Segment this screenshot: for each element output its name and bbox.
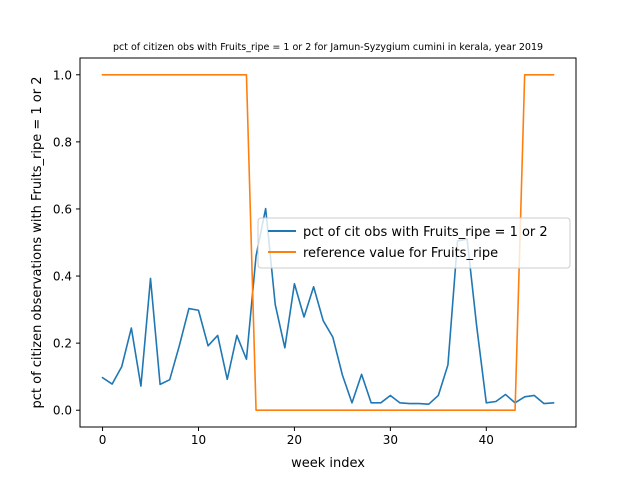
y-tick-label: 0.6	[53, 202, 72, 216]
y-axis-label: pct of citizen observations with Fruits_…	[30, 76, 45, 408]
x-axis-label: week index	[291, 456, 365, 471]
series-line-2	[101, 73, 555, 412]
y-tick-label: 0.0	[53, 404, 72, 418]
legend-label-series-2: reference value for Fruits_ripe	[303, 246, 498, 261]
x-tick-label: 20	[287, 433, 302, 447]
y-tick-label: 0.8	[53, 135, 72, 149]
x-axis: 0 10 20 30 40	[99, 427, 494, 447]
plot-frame	[79, 57, 577, 428]
x-tick-label: 0	[99, 433, 107, 447]
y-tick-label: 1.0	[53, 68, 72, 82]
x-tick-label: 10	[191, 433, 206, 447]
legend: pct of cit obs with Fruits_ripe = 1 or 2…	[257, 217, 571, 269]
x-tick-label: 40	[479, 433, 494, 447]
x-tick-label: 30	[383, 433, 398, 447]
y-axis: 0.0 0.2 0.4 0.6 0.8 1.0	[53, 68, 80, 418]
legend-box	[257, 217, 571, 269]
y-tick-label: 0.2	[53, 337, 72, 351]
series-layer	[101, 73, 555, 412]
series-line-1	[101, 207, 555, 405]
chart-title: pct of citizen obs with Fruits_ripe = 1 …	[113, 42, 543, 53]
legend-label-series-1: pct of cit obs with Fruits_ripe = 1 or 2	[303, 225, 548, 240]
y-tick-label: 0.4	[53, 270, 72, 284]
